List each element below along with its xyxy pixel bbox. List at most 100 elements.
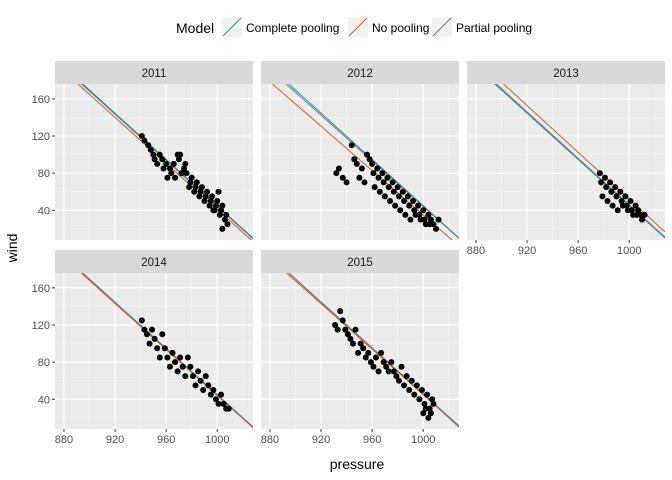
legend-title: Model	[176, 20, 214, 36]
data-point	[143, 331, 150, 338]
y-tick-label: 40	[38, 394, 50, 406]
data-point	[614, 207, 621, 214]
data-point	[641, 211, 648, 218]
x-tick-label: 1000	[617, 245, 641, 257]
data-point	[430, 221, 437, 228]
data-point	[361, 179, 368, 186]
data-point	[378, 349, 385, 356]
data-point	[202, 373, 209, 380]
data-point	[413, 382, 420, 389]
y-tick-label: 160	[32, 283, 50, 295]
data-point	[370, 363, 377, 370]
data-point	[147, 146, 154, 153]
x-tick-label: 920	[518, 245, 536, 257]
data-point	[399, 188, 406, 195]
data-point	[224, 221, 231, 228]
facet-strip-label: 2011	[142, 68, 167, 80]
data-point	[403, 373, 410, 380]
facet-strip	[55, 61, 253, 84]
fit-line-complete-pooling	[288, 84, 459, 239]
y-tick-label: 80	[38, 168, 50, 180]
data-point	[207, 198, 214, 204]
facet-panel-2012: 2012	[261, 61, 459, 240]
data-point	[362, 354, 369, 361]
data-point	[332, 322, 339, 328]
data-point	[380, 359, 387, 366]
data-point	[220, 400, 227, 407]
data-point	[146, 340, 153, 347]
facet-strip-label: 2012	[347, 68, 373, 80]
data-point	[216, 211, 223, 218]
data-point	[408, 377, 415, 384]
data-point	[607, 179, 614, 186]
data-point	[390, 368, 397, 375]
data-point	[205, 382, 212, 389]
data-point	[384, 174, 391, 181]
x-axis-title: pressure	[330, 456, 385, 472]
data-point	[164, 354, 171, 361]
data-point	[435, 216, 442, 223]
facet-strip	[261, 61, 459, 84]
data-point	[201, 198, 208, 204]
data-point	[407, 216, 414, 223]
legend-label: No pooling	[372, 21, 429, 35]
facet-strip-label: 2013	[553, 68, 579, 80]
x-tick-label: 920	[106, 434, 124, 446]
data-point	[179, 363, 186, 370]
data-point	[166, 363, 173, 370]
data-point	[613, 193, 620, 200]
data-point	[387, 198, 394, 204]
data-point	[612, 184, 619, 191]
data-point	[154, 160, 161, 167]
y-tick-label: 40	[38, 205, 50, 217]
data-point	[425, 211, 432, 218]
data-point	[374, 165, 381, 172]
data-point	[402, 211, 409, 218]
data-point	[138, 133, 145, 139]
data-point	[164, 174, 171, 181]
y-tick-label: 160	[32, 94, 50, 106]
data-point	[188, 174, 195, 181]
data-point	[427, 410, 434, 417]
data-point	[421, 400, 428, 407]
data-point	[343, 179, 350, 186]
data-point	[397, 207, 404, 214]
data-point	[192, 184, 199, 191]
data-point	[186, 184, 193, 191]
data-point	[191, 188, 198, 195]
y-axis-title: wind	[4, 234, 20, 264]
data-point	[159, 331, 166, 338]
data-point	[161, 345, 168, 352]
data-point	[389, 179, 396, 186]
data-point	[219, 225, 226, 232]
legend-label: Partial pooling	[456, 21, 532, 35]
facet-strip	[261, 250, 459, 273]
data-point	[348, 142, 355, 149]
data-point	[163, 160, 170, 167]
data-point	[170, 160, 177, 167]
data-point	[353, 160, 360, 167]
data-point	[172, 359, 179, 366]
data-point	[347, 335, 354, 342]
data-point	[210, 387, 217, 393]
data-point	[337, 308, 344, 315]
x-tick-label: 1000	[205, 434, 229, 446]
data-point	[627, 198, 634, 204]
x-tick-label: 880	[261, 434, 279, 446]
data-point	[196, 193, 203, 200]
data-point	[604, 198, 611, 204]
data-point	[151, 335, 158, 342]
data-point	[388, 359, 395, 366]
data-point	[151, 156, 158, 163]
data-point	[192, 382, 199, 389]
data-point	[390, 188, 397, 195]
data-point	[395, 377, 402, 384]
facet-panel-2015: 2015 880 920 960 1000	[261, 250, 459, 446]
data-point	[639, 216, 646, 223]
data-point	[635, 207, 642, 214]
data-point	[197, 377, 204, 384]
data-point	[603, 184, 610, 191]
data-points	[332, 308, 437, 421]
data-point	[632, 202, 639, 209]
facet-strip	[467, 61, 665, 84]
